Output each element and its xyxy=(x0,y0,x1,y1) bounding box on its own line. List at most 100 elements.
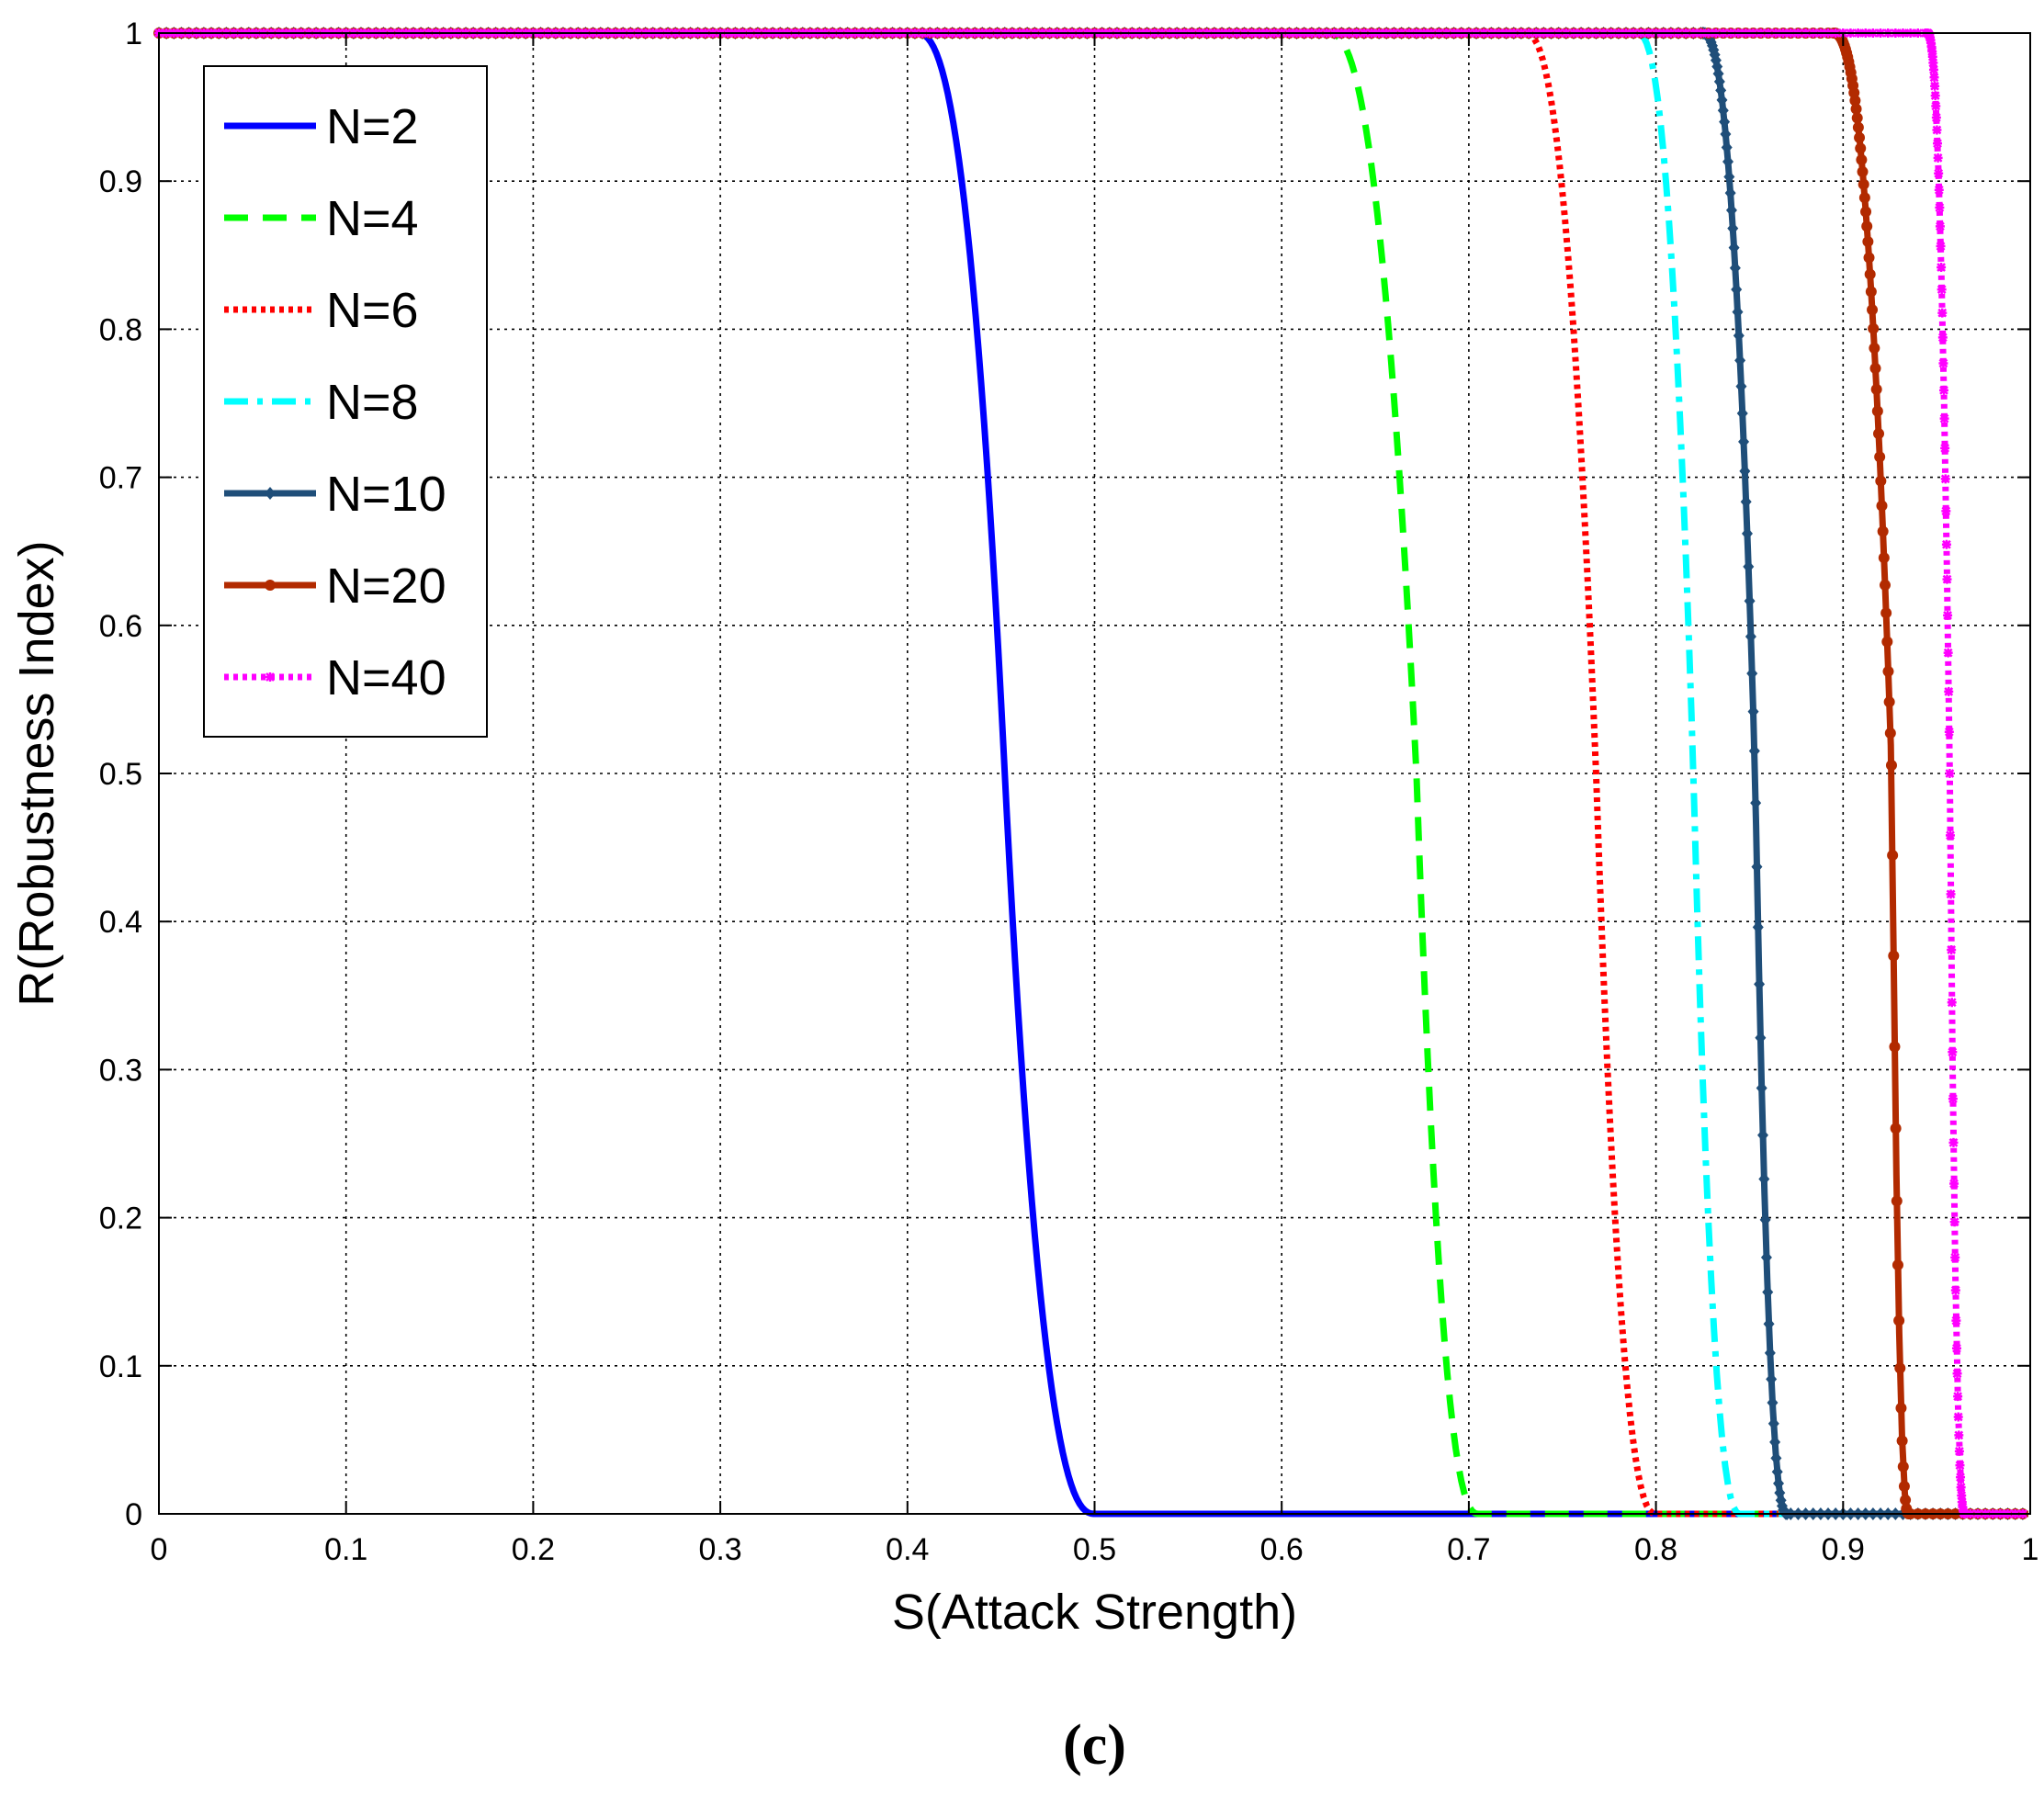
series-marker xyxy=(1771,1465,1783,1479)
figure-caption: (c) xyxy=(1063,1714,1126,1777)
series-marker xyxy=(1752,920,1764,934)
series-marker xyxy=(1719,115,1731,129)
series-marker xyxy=(1766,1372,1778,1386)
series-marker xyxy=(1767,1396,1779,1410)
y-tick-label: 0.5 xyxy=(99,757,142,792)
series-marker xyxy=(1763,1317,1775,1331)
series-marker xyxy=(1871,405,1883,417)
series-marker xyxy=(1939,385,1949,395)
series-marker xyxy=(1748,744,1760,758)
series-marker xyxy=(1948,1094,1958,1104)
legend-entry: N=4 xyxy=(224,191,419,246)
series-marker xyxy=(1715,84,1727,97)
series-marker xyxy=(1938,358,1948,368)
series-marker xyxy=(1951,1315,1961,1326)
series-marker xyxy=(1940,443,1950,453)
series-marker xyxy=(1769,1435,1781,1449)
series-marker xyxy=(1773,1476,1785,1490)
legend-entry: N=6 xyxy=(224,283,419,338)
series-marker xyxy=(1863,252,1875,264)
series-marker xyxy=(1713,74,1725,88)
series-marker xyxy=(1897,1461,1909,1473)
series-marker xyxy=(1755,1031,1767,1044)
series-marker xyxy=(1764,1346,1776,1360)
series-marker xyxy=(1953,1412,1963,1422)
series-marker xyxy=(1937,308,1948,318)
series-marker xyxy=(1862,236,1874,248)
series-marker xyxy=(1890,1123,1902,1134)
series-marker xyxy=(1727,221,1739,235)
series-marker xyxy=(1751,860,1763,874)
series-marker xyxy=(1855,142,1867,154)
series-marker xyxy=(1944,727,1954,737)
series-marker xyxy=(1888,950,1900,962)
series-marker xyxy=(1953,1392,1963,1402)
series-marker xyxy=(1857,166,1869,178)
series-marker xyxy=(1870,383,1882,395)
series-marker xyxy=(1739,464,1751,478)
series-marker xyxy=(1927,46,1937,56)
series-marker xyxy=(1931,112,1941,122)
series-marker xyxy=(1722,154,1734,168)
y-tick-label: 1 xyxy=(125,17,142,51)
series-marker xyxy=(1957,1497,1967,1507)
series-marker xyxy=(1945,769,1955,778)
series-marker xyxy=(1767,1416,1779,1430)
series-marker xyxy=(1865,286,1877,298)
series-marker xyxy=(1946,889,1956,899)
y-tick-label: 0 xyxy=(125,1497,142,1532)
series-marker xyxy=(1939,413,1949,423)
series-marker xyxy=(1940,474,1950,484)
series-marker xyxy=(1869,342,1880,354)
series-marker xyxy=(1954,1446,1964,1456)
series-marker xyxy=(1745,630,1756,644)
series-marker xyxy=(1849,95,1861,107)
series-marker xyxy=(1944,686,1954,696)
series-marker xyxy=(1942,574,1952,584)
series-marker xyxy=(1882,665,1894,677)
series-marker xyxy=(1750,796,1762,810)
y-tick-label: 0.4 xyxy=(99,905,142,940)
series-marker xyxy=(1746,667,1758,681)
series-marker xyxy=(1867,304,1879,316)
series-marker xyxy=(1933,139,1943,149)
series-marker xyxy=(1879,579,1891,591)
series-marker xyxy=(1935,202,1945,212)
series-marker xyxy=(1895,1402,1907,1414)
series-marker xyxy=(1878,552,1890,564)
series-marker xyxy=(1731,283,1743,297)
series-marker xyxy=(1850,103,1862,115)
x-tick-label: 0.1 xyxy=(324,1532,367,1567)
y-tick-label: 0.3 xyxy=(99,1053,142,1088)
series-marker xyxy=(1957,1491,1967,1501)
series-marker xyxy=(1927,51,1937,62)
series-marker xyxy=(1770,1451,1782,1465)
series-marker xyxy=(1733,329,1745,343)
series-marker xyxy=(1950,1285,1960,1295)
series-marker xyxy=(1948,1047,1958,1057)
series-marker xyxy=(1947,998,1957,1008)
series-marker xyxy=(1898,1480,1910,1492)
series-marker xyxy=(1877,525,1889,537)
series-marker xyxy=(1936,242,1946,252)
series-marker xyxy=(1887,850,1899,862)
series-marker xyxy=(1885,760,1897,772)
legend-label: N=6 xyxy=(326,283,419,338)
series-marker xyxy=(1716,93,1728,107)
series-marker xyxy=(1864,268,1876,280)
series-marker xyxy=(1744,594,1756,608)
series-marker xyxy=(1729,261,1741,275)
series-marker xyxy=(1937,333,1948,343)
series-marker xyxy=(1734,354,1746,367)
legend-label: N=10 xyxy=(326,467,446,522)
x-tick-label: 0.5 xyxy=(1073,1532,1116,1567)
series-marker xyxy=(1856,153,1868,165)
y-tick-label: 0.1 xyxy=(99,1349,142,1384)
series-marker xyxy=(1883,696,1895,708)
series-marker xyxy=(1861,220,1873,232)
series-marker xyxy=(265,672,275,682)
series-marker xyxy=(1930,81,1940,91)
series-marker xyxy=(1868,322,1880,334)
series-marker xyxy=(1754,977,1766,991)
legend-label: N=2 xyxy=(326,99,419,154)
